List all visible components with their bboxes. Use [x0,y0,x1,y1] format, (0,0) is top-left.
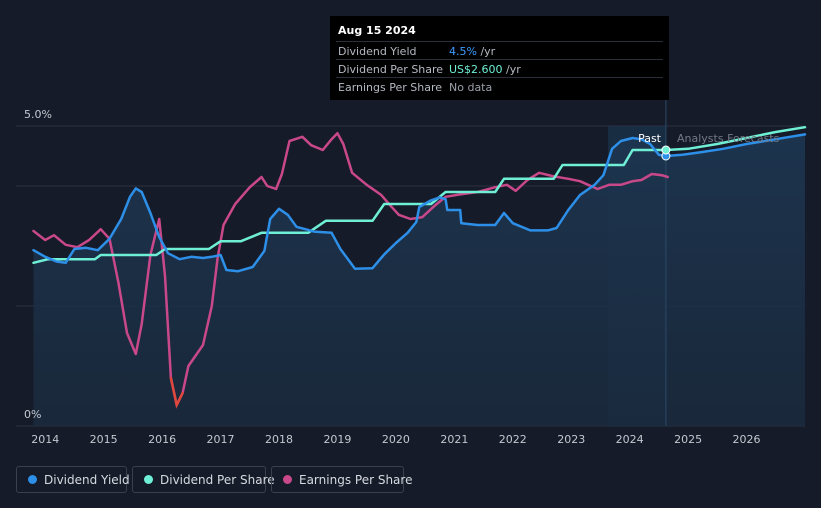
earnings-dip-segment [169,376,184,409]
x-tick-label: 2021 [440,433,468,446]
tooltip-date: Aug 15 2024 [338,24,416,37]
earnings-per-share-dot-icon [283,475,292,484]
legend-dividend-per-share[interactable]: Dividend Per Share [132,466,275,493]
x-tick-label: 2017 [207,433,235,446]
y-tick-label: 0% [24,408,41,421]
dividend-per-share-line [32,125,807,265]
x-tick-label: 2018 [265,433,293,446]
dividend-per-share-marker [661,145,671,155]
tooltip-row-dividend-yield: Dividend Yield 4.5% /yr [336,41,663,60]
x-tick-label: 2014 [31,433,59,446]
hover-tooltip: Aug 15 2024 Dividend Yield 4.5% /yr Divi… [330,16,669,100]
tooltip-label: Earnings Per Share [338,81,443,94]
x-tick-label: 2016 [148,433,176,446]
series-lines [32,125,807,409]
dividend-yield-dot-icon [28,475,37,484]
legend-dividend-yield[interactable]: Dividend Yield [16,466,130,493]
tooltip-label: Dividend Yield [338,45,417,58]
unit: /yr [502,63,521,76]
x-tick-label: 2025 [674,433,702,446]
tooltip-value: US$2.600 /yr [449,63,521,76]
x-tick-label: 2019 [323,433,351,446]
x-axis-ticks: 2014 2015 2016 2017 2018 2019 2020 2021 2022 2023… [31,433,760,446]
tooltip-value: 4.5% /yr [449,45,495,58]
legend-earnings-per-share[interactable]: Earnings Per Share [271,466,412,493]
y-tick-label: 5.0% [24,108,52,121]
series-markers [661,145,671,161]
tooltip-label: Dividend Per Share [338,63,444,76]
yield-value: 4.5% [449,45,477,58]
legend-label: Earnings Per Share [299,473,413,487]
unit: /yr [476,45,496,58]
x-tick-label: 2026 [733,433,761,446]
x-tick-label: 2023 [557,433,585,446]
y-axis-ticks: 0% 5.0% [24,108,52,421]
dividend-per-share-dot-icon [144,475,153,484]
legend-label: Dividend Per Share [160,473,275,487]
legend-label: Dividend Yield [44,473,130,487]
analysts-forecasts-label: Analysts Forecasts [677,132,780,145]
tooltip-row-dividend-per-share: Dividend Per Share US$2.600 /yr [336,59,663,78]
x-tick-label: 2020 [382,433,410,446]
dividend-yield-area [33,134,805,426]
earnings-per-share-line [32,131,669,407]
past-label: Past [638,132,662,145]
x-tick-label: 2022 [499,433,527,446]
dps-value: US$2.600 [449,63,503,76]
x-tick-label: 2024 [616,433,644,446]
tooltip-row-earnings-per-share: Earnings Per Share No data [336,77,663,96]
dividend-yield-line [32,133,807,273]
tooltip-value: No data [449,81,493,94]
x-tick-label: 2015 [90,433,118,446]
